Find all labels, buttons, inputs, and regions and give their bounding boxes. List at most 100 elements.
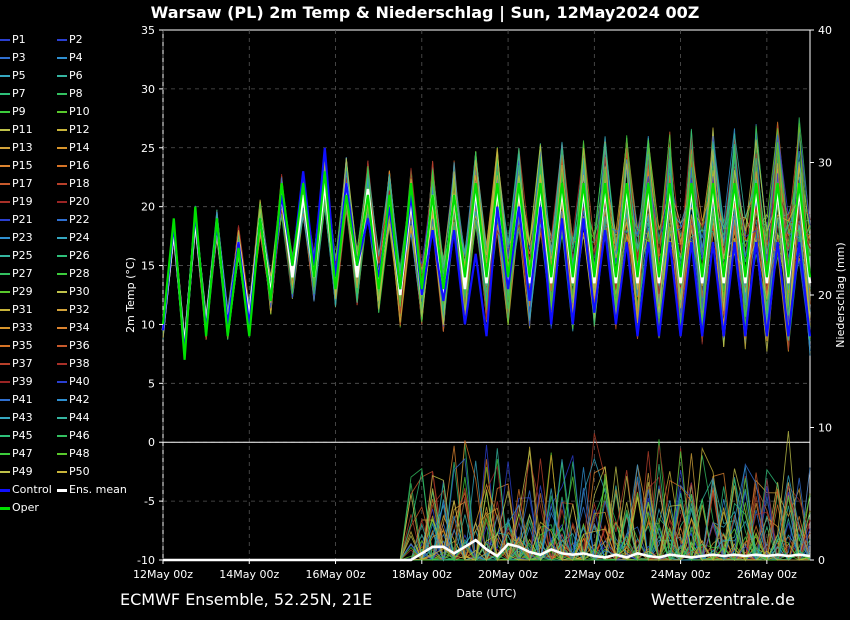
y2-tick-label: 30 <box>818 157 832 170</box>
legend-item: P46 <box>57 429 90 442</box>
legend-label: P39 <box>12 375 33 388</box>
legend-item: P43 <box>0 411 33 424</box>
x-tick-label: 16May 00z <box>306 568 366 581</box>
legend-swatch <box>57 488 67 492</box>
y2-tick-label: 20 <box>818 289 832 302</box>
legend-item: P15 <box>0 159 33 172</box>
legend-label: Ens. mean <box>69 483 127 496</box>
legend-label: P5 <box>12 69 26 82</box>
legend-item: P12 <box>57 123 90 136</box>
legend-swatch <box>0 506 10 510</box>
legend-swatch <box>57 363 67 365</box>
legend-swatch <box>57 165 67 167</box>
legend-swatch <box>0 57 10 59</box>
legend-swatch <box>0 219 10 221</box>
legend-item: P34 <box>57 321 90 334</box>
y-tick-label: -5 <box>144 495 155 508</box>
y-tick-label: 30 <box>141 83 155 96</box>
legend-swatch <box>0 327 10 329</box>
y-tick-label: 15 <box>141 260 155 273</box>
legend-label: P18 <box>69 177 90 190</box>
legend-label: P29 <box>12 285 33 298</box>
ens-mean-precip-line <box>163 538 811 562</box>
oper-temp-line <box>161 171 812 360</box>
x-axis-label: Date (UTC) <box>456 587 516 600</box>
legend-item: P41 <box>0 393 33 406</box>
legend-item: P31 <box>0 303 33 316</box>
legend-swatch <box>57 57 67 59</box>
legend-label: P15 <box>12 159 33 172</box>
legend-label: P9 <box>12 105 26 118</box>
x-tick-label: 20May 00z <box>478 568 538 581</box>
legend-swatch <box>57 129 67 131</box>
legend-item: P49 <box>0 465 33 478</box>
legend-label: P3 <box>12 51 26 64</box>
legend-label: P12 <box>69 123 90 136</box>
legend-swatch <box>57 417 67 419</box>
legend-label: P16 <box>69 159 90 172</box>
legend-label: P47 <box>12 447 33 460</box>
legend-label: P2 <box>69 33 83 46</box>
legend-item: P2 <box>57 33 83 46</box>
legend-swatch <box>57 39 67 41</box>
x-tick-label: 18May 00z <box>392 568 452 581</box>
legend-item: P16 <box>57 159 90 172</box>
legend-swatch <box>57 327 67 329</box>
legend-item: P36 <box>57 339 90 352</box>
legend-item: P20 <box>57 195 90 208</box>
legend-label: P32 <box>69 303 90 316</box>
y-tick-label: 20 <box>141 201 155 214</box>
legend-label: P19 <box>12 195 33 208</box>
legend-item: P9 <box>0 105 26 118</box>
legend-swatch <box>0 183 10 185</box>
legend-label: P26 <box>69 249 90 262</box>
legend-label: P38 <box>69 357 90 370</box>
legend-swatch <box>57 273 67 275</box>
x-tick-label: 24May 00z <box>651 568 711 581</box>
legend-item: P33 <box>0 321 33 334</box>
legend-item: P25 <box>0 249 33 262</box>
legend-swatch <box>0 345 10 347</box>
legend-swatch <box>0 309 10 311</box>
legend-swatch <box>0 237 10 239</box>
legend-item: P17 <box>0 177 33 190</box>
legend-label: Control <box>12 483 52 496</box>
legend-swatch <box>0 165 10 167</box>
y-tick-label: 0 <box>148 436 155 449</box>
legend-label: P30 <box>69 285 90 298</box>
legend-swatch <box>57 291 67 293</box>
legend-label: P48 <box>69 447 90 460</box>
legend-label: P50 <box>69 465 90 478</box>
legend-item: P3 <box>0 51 26 64</box>
legend-label: P41 <box>12 393 33 406</box>
legend-swatch <box>0 471 10 473</box>
legend-label: P4 <box>69 51 83 64</box>
legend-item: P50 <box>57 465 90 478</box>
legend-label: P7 <box>12 87 26 100</box>
legend-label: P1 <box>12 33 26 46</box>
legend-swatch <box>57 345 67 347</box>
y-tick-label: 35 <box>141 24 155 37</box>
legend-label: P49 <box>12 465 33 478</box>
legend-label: P23 <box>12 231 33 244</box>
legend-swatch <box>0 291 10 293</box>
legend-label: P42 <box>69 393 90 406</box>
legend-item: P27 <box>0 267 33 280</box>
legend-label: P8 <box>69 87 83 100</box>
legend-item: P38 <box>57 357 90 370</box>
legend-item: P44 <box>57 411 90 424</box>
legend-swatch <box>57 453 67 455</box>
legend-label: P17 <box>12 177 33 190</box>
legend-label: P20 <box>69 195 90 208</box>
legend-swatch <box>0 129 10 131</box>
legend-swatch <box>57 435 67 437</box>
legend-item: P13 <box>0 141 33 154</box>
legend-swatch <box>57 93 67 95</box>
legend-label: P36 <box>69 339 90 352</box>
legend-item: P32 <box>57 303 90 316</box>
legend-swatch <box>57 201 67 203</box>
legend-item: P21 <box>0 213 33 226</box>
legend-label: P11 <box>12 123 33 136</box>
legend-item: P7 <box>0 87 26 100</box>
legend-label: P40 <box>69 375 90 388</box>
